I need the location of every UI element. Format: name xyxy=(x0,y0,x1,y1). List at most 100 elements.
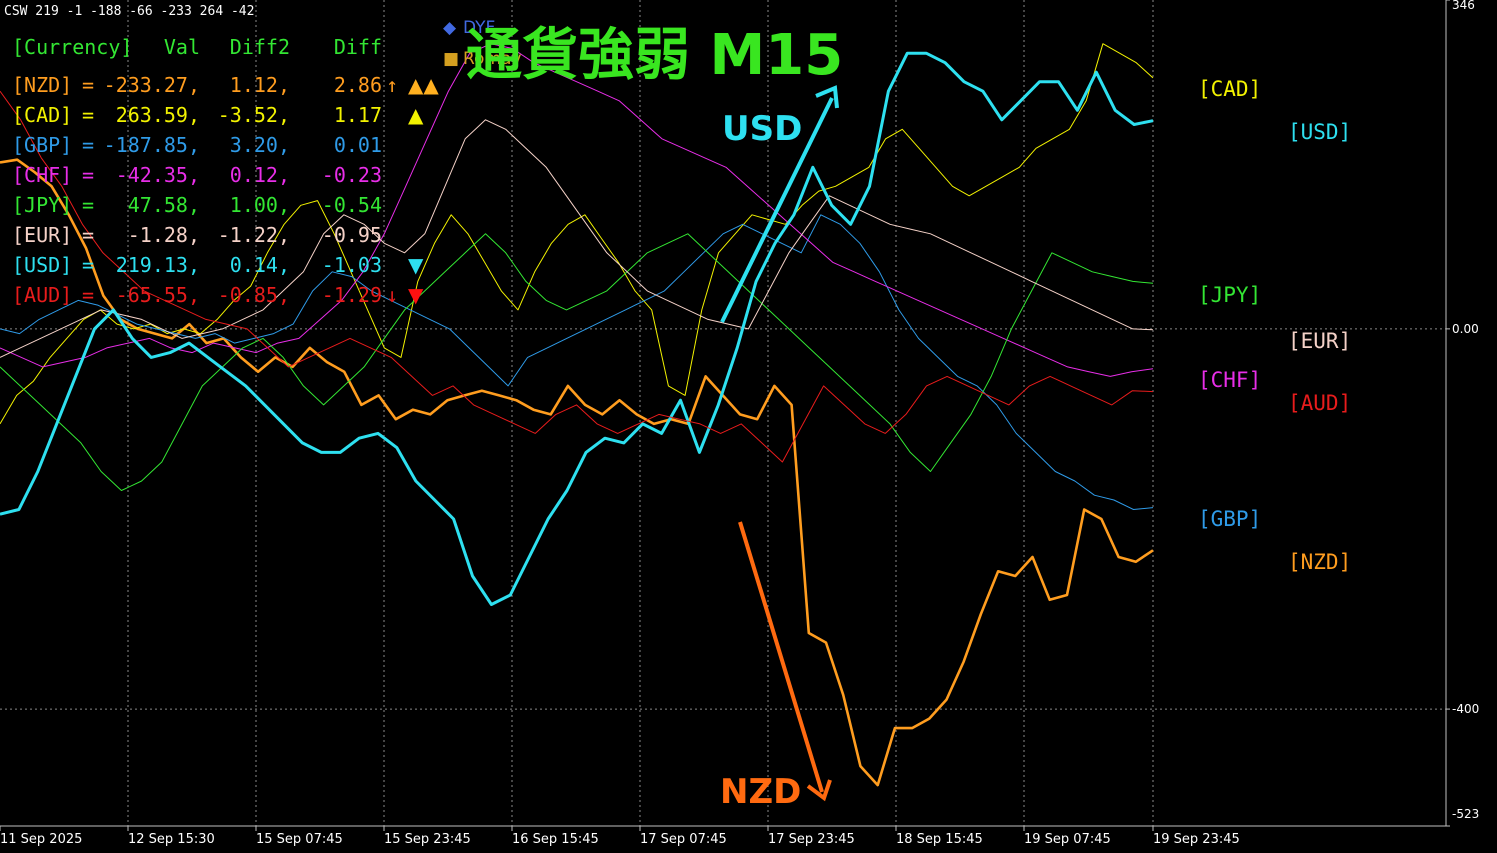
usd-arrow-shaft xyxy=(720,97,834,323)
series-line-usd xyxy=(0,51,1154,606)
table-row: [GBP] = -187.85, 3.20, 0.01 xyxy=(12,133,382,157)
table-row: [NZD] = -233.27, 1.12, 2.86 ↑ ▲▲ xyxy=(12,73,439,97)
table-header-cell: Diff xyxy=(334,35,382,59)
signal-triangle-icon: ▲ xyxy=(408,103,424,127)
usd-annotation-label: USD xyxy=(722,109,802,149)
currency-cell: [USD] xyxy=(12,253,72,277)
nzd-arrow-shaft xyxy=(738,521,824,793)
romav-label: Romav xyxy=(463,49,522,69)
right-label-eur: [EUR] xyxy=(1288,329,1351,353)
right-label-chf: [CHF] xyxy=(1198,368,1261,392)
x-tick-label: 19 Sep 23:45 xyxy=(1153,832,1240,847)
overlay-title: 通貨強弱 M15 xyxy=(466,23,843,88)
equals-sign: = xyxy=(82,103,94,127)
nzd-annotation-label: NZD xyxy=(720,772,801,812)
y-tick-label: 346 xyxy=(1452,0,1475,12)
diff-cell: -1.03 xyxy=(322,253,382,277)
diff2-cell: -3.52, xyxy=(218,103,290,127)
diff-cell: -1.29 xyxy=(322,283,382,307)
equals-sign: = xyxy=(82,73,94,97)
equals-sign: = xyxy=(82,223,94,247)
diff-cell: -0.95 xyxy=(322,223,382,247)
equals-sign: = xyxy=(82,133,94,157)
val-cell: 47.58, xyxy=(128,193,200,217)
diff2-cell: 0.12, xyxy=(230,163,290,187)
x-tick-label: 17 Sep 23:45 xyxy=(768,832,855,847)
right-label-aud: [AUD] xyxy=(1288,391,1351,415)
trend-arrow-icon: ↑ xyxy=(386,73,398,97)
diff2-cell: 0.14, xyxy=(230,253,290,277)
series-lines xyxy=(0,43,1154,787)
currency-cell: [AUD] xyxy=(12,283,72,307)
x-tick-label: 18 Sep 15:45 xyxy=(896,832,983,847)
val-cell: -42.35, xyxy=(116,163,200,187)
currency-cell: [CHF] xyxy=(12,163,72,187)
series-line-gbp xyxy=(0,214,1154,510)
currency-table: [Currency] Val Diff2 Diff [NZD] = -233.27, 1.12… xyxy=(12,35,439,307)
val-cell: -187.85, xyxy=(104,133,200,157)
right-label-gbp: [GBP] xyxy=(1198,507,1261,531)
right-label-jpy: [JPY] xyxy=(1198,283,1261,307)
diff-cell: 1.17 xyxy=(334,103,382,127)
equals-sign: = xyxy=(82,253,94,277)
diff2-cell: -1.22, xyxy=(218,223,290,247)
x-tick-label: 16 Sep 15:45 xyxy=(512,832,599,847)
table-row: [CHF] = -42.35, 0.12, -0.23 xyxy=(12,163,382,187)
indicator-header: CSW 219 -1 -188 -66 -233 264 -42 xyxy=(4,4,254,19)
currency-cell: [CAD] xyxy=(12,103,72,127)
y-tick-label: -523 xyxy=(1452,807,1479,821)
legend-chips: ◆ DYF ■ Romav xyxy=(443,18,522,69)
y-tick-label: -400 xyxy=(1452,702,1479,716)
val-cell: 219.13, xyxy=(116,253,200,277)
table-row: [JPY] = 47.58, 1.00, -0.54 xyxy=(12,193,382,217)
table-row: [USD] = 219.13, 0.14, -1.03 ▼ xyxy=(12,253,424,277)
usd-annotation: USD xyxy=(720,85,839,323)
val-cell: -1.28, xyxy=(128,223,200,247)
currency-cell: [EUR] xyxy=(12,223,72,247)
trend-arrow-icon: ↓ xyxy=(386,283,398,307)
table-row: [AUD] = -65.55, -0.85, -1.29 ↓ ▼ xyxy=(12,283,424,307)
equals-sign: = xyxy=(82,283,94,307)
diff2-cell: 1.00, xyxy=(230,193,290,217)
diff-cell: 2.86 xyxy=(334,73,382,97)
diff-cell: -0.54 xyxy=(322,193,382,217)
right-currency-labels: [CAD] [USD] [JPY] [EUR] [CHF] [AUD] [GBP] [NZD] xyxy=(1198,77,1351,574)
diff2-cell: 1.12, xyxy=(230,73,290,97)
series-line-jpy xyxy=(0,233,1154,491)
dyf-diamond-icon: ◆ xyxy=(443,18,457,38)
series-line-chf xyxy=(0,43,1154,377)
nzd-annotation: NZD xyxy=(720,521,832,812)
romav-square-icon: ■ xyxy=(443,49,459,69)
diff-cell: 0.01 xyxy=(334,133,382,157)
series-line-eur xyxy=(0,119,1154,358)
diff2-cell: -0.85, xyxy=(218,283,290,307)
val-cell: -233.27, xyxy=(104,73,200,97)
series-line-aud xyxy=(0,90,1154,463)
equals-sign: = xyxy=(82,193,94,217)
chart-grid xyxy=(0,0,1446,826)
x-tick-label: 19 Sep 07:45 xyxy=(1024,832,1111,847)
val-cell: 263.59, xyxy=(116,103,200,127)
x-tick-label: 12 Sep 15:30 xyxy=(128,832,215,847)
val-cell: -65.55, xyxy=(116,283,200,307)
currency-cell: [JPY] xyxy=(12,193,72,217)
x-tick-label: 11 Sep 2025 xyxy=(0,832,82,847)
nzd-arrow-head-icon xyxy=(806,779,832,802)
table-header-cell: Val xyxy=(164,35,200,59)
usd-arrow-head-icon xyxy=(815,85,839,109)
y-tick-label: 0.00 xyxy=(1452,322,1479,336)
table-header: [Currency] Val Diff2 Diff xyxy=(12,35,382,59)
diff2-cell: 3.20, xyxy=(230,133,290,157)
diff-cell: -0.23 xyxy=(322,163,382,187)
x-tick-label: 15 Sep 23:45 xyxy=(384,832,471,847)
signal-triangle-icon: ▼ xyxy=(408,253,424,277)
table-header-cell: Diff2 xyxy=(230,35,290,59)
series-line-cad xyxy=(0,43,1154,425)
signal-triangle-icon: ▲▲ xyxy=(408,73,439,97)
currency-cell: [GBP] xyxy=(12,133,72,157)
right-label-usd: [USD] xyxy=(1288,120,1351,144)
currency-cell: [NZD] xyxy=(12,73,72,97)
equals-sign: = xyxy=(82,163,94,187)
